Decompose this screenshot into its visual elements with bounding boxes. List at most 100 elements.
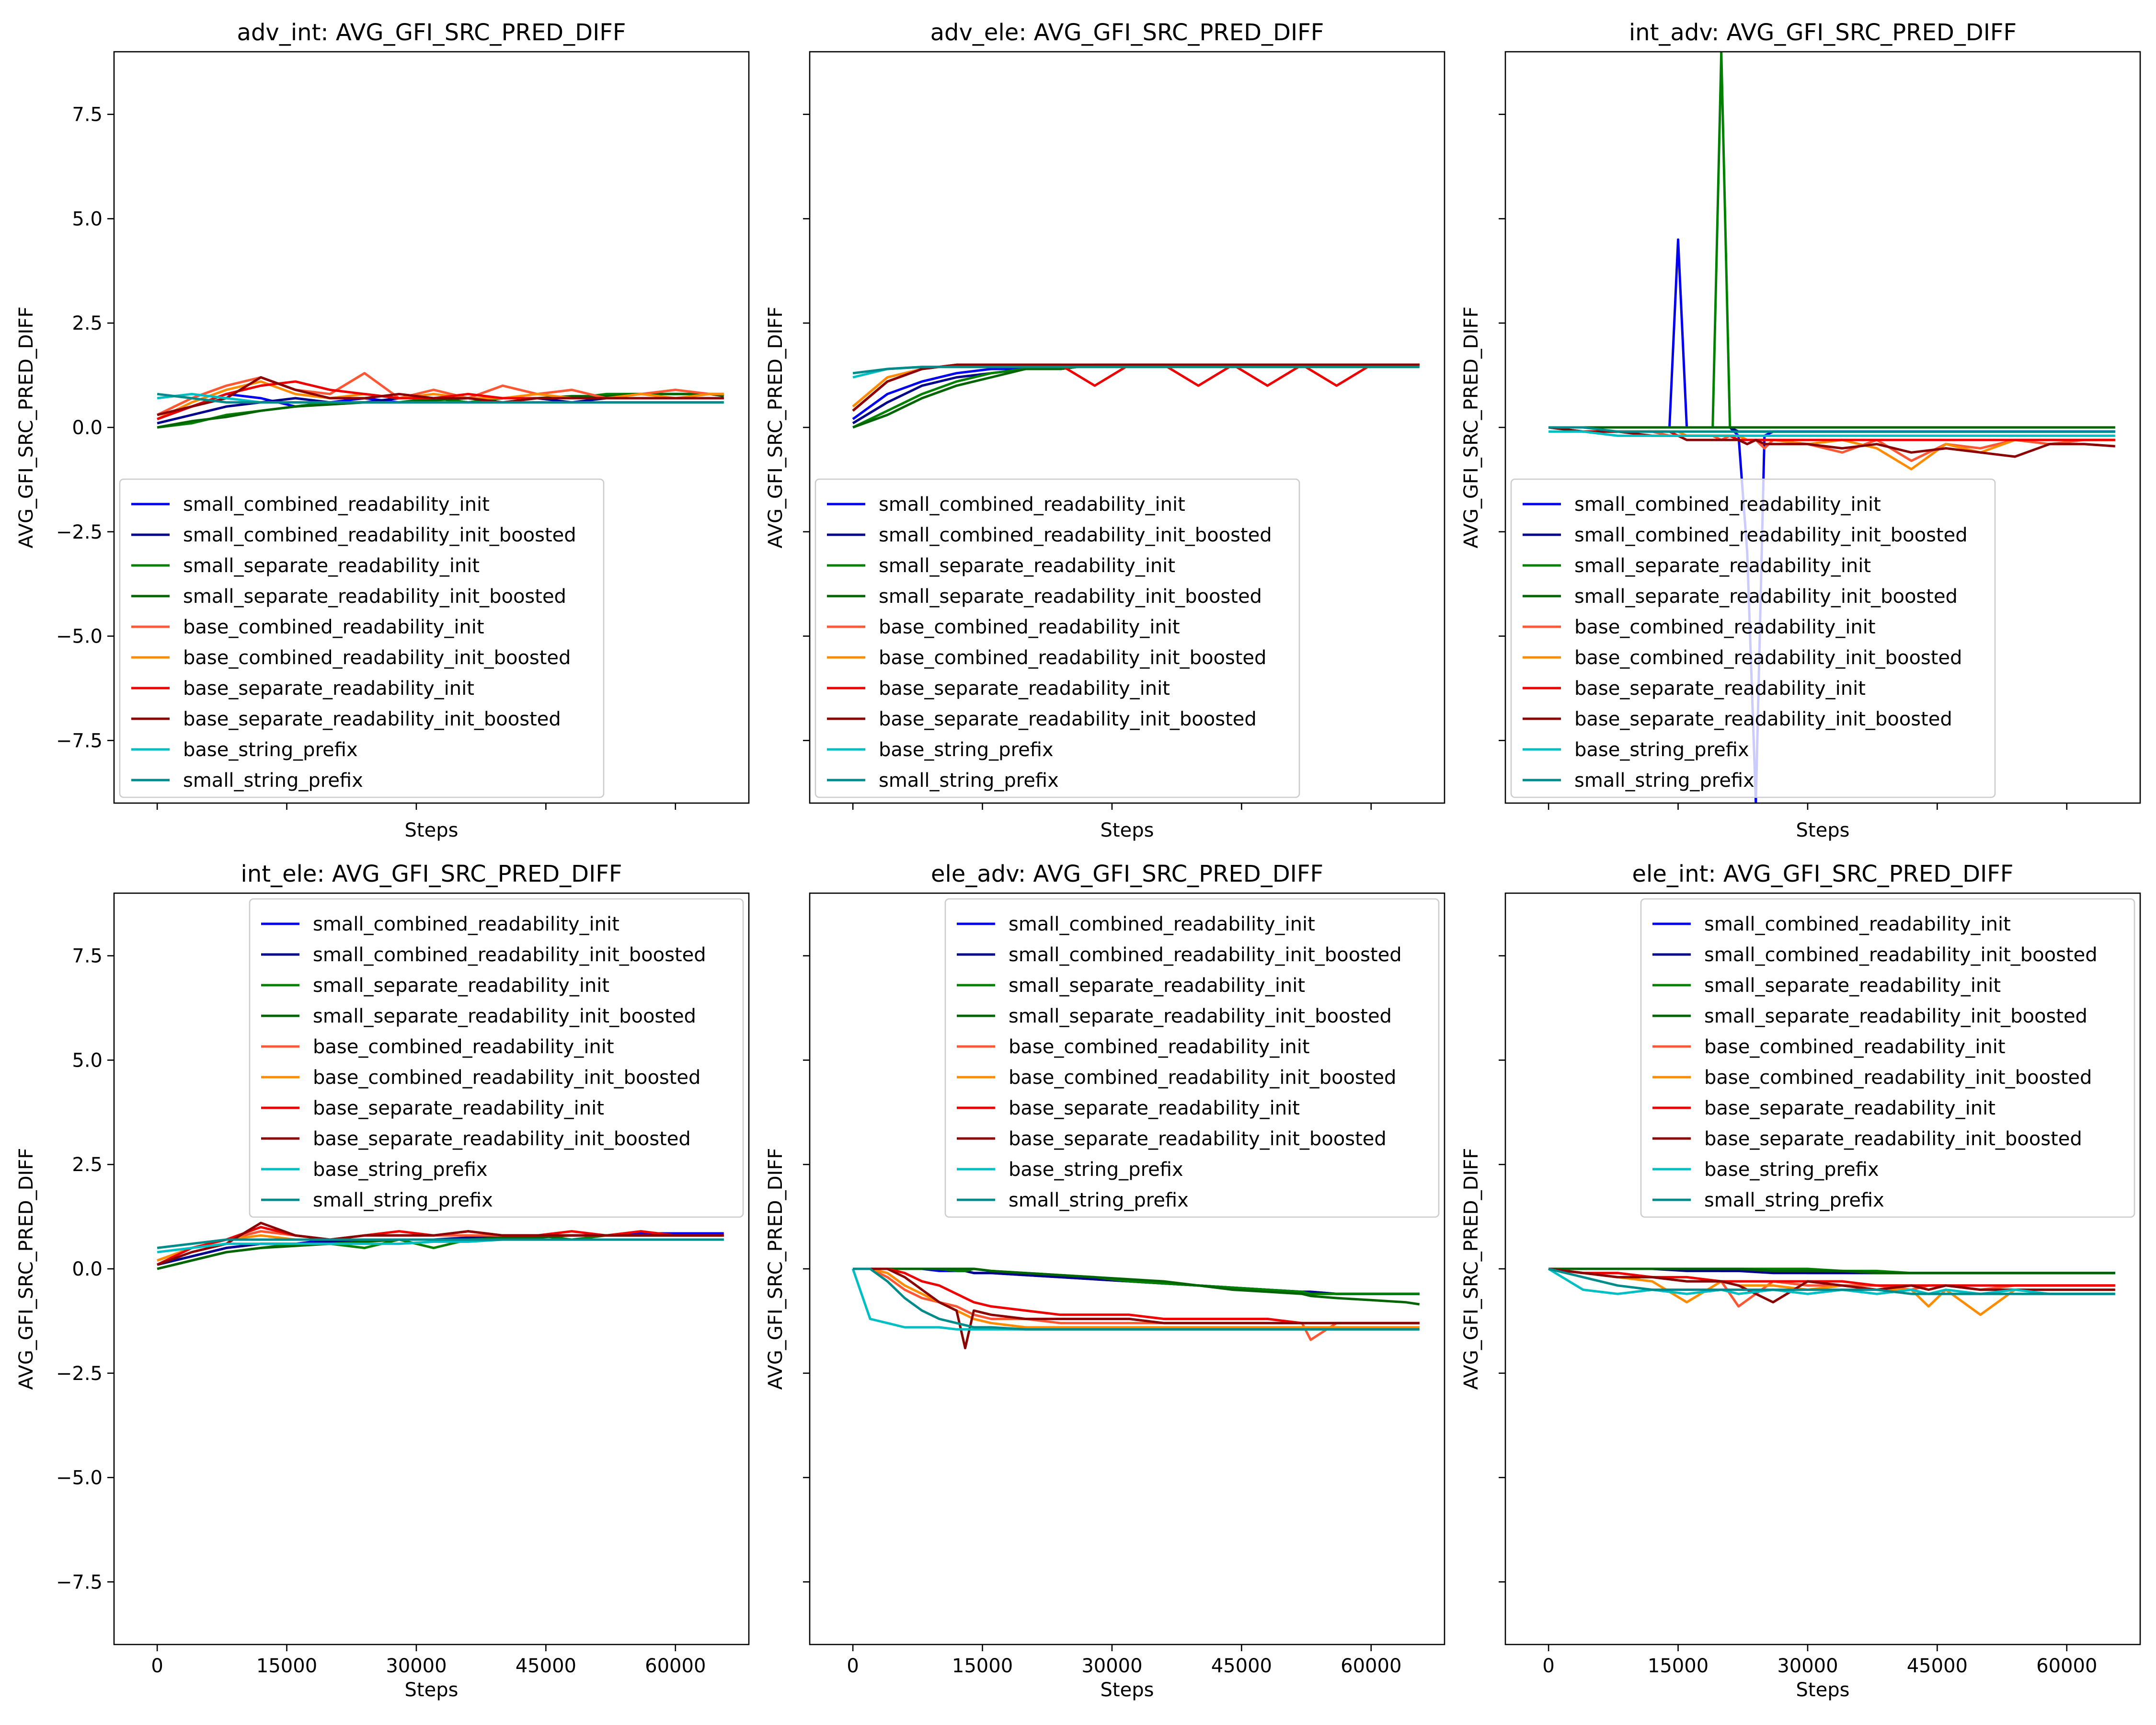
legend-entry-small_combined_readability_init: small_combined_readability_init xyxy=(1574,494,1881,516)
legend-entry-small_separate_readability_init_boosted: small_separate_readability_init_boosted xyxy=(1574,586,1958,608)
legend-entry-base_combined_readability_init_boosted: base_combined_readability_init_boosted xyxy=(1704,1067,2092,1089)
x-axis-label: Steps xyxy=(1796,819,1850,841)
y-tick-label: 0.0 xyxy=(72,417,103,439)
y-tick-label: −7.5 xyxy=(56,1571,103,1593)
legend-entry-small_combined_readability_init: small_combined_readability_init xyxy=(879,494,1185,516)
legend-entry-base_separate_readability_init_boosted: base_separate_readability_init_boosted xyxy=(1009,1128,1387,1150)
series-line-small_string_prefix xyxy=(1548,1267,2115,1295)
series-line-base_combined_readability_init_boosted xyxy=(853,1267,1420,1329)
y-tick-label: 5.0 xyxy=(72,208,103,230)
series-line-base_combined_readability_init xyxy=(853,1267,1420,1341)
legend-entry-base_combined_readability_init: base_combined_readability_init xyxy=(879,616,1180,638)
legend-entry-base_separate_readability_init: base_separate_readability_init xyxy=(183,678,474,700)
legend-entry-small_separate_readability_init: small_separate_readability_init xyxy=(879,555,1175,577)
subplot-2: adv_ele: AVG_GFI_SRC_PRED_DIFF Steps AVG_G… xyxy=(765,19,1445,841)
legend-entry-base_separate_readability_init: base_separate_readability_init xyxy=(1704,1097,1995,1119)
legend-entry-small_combined_readability_init_boosted: small_combined_readability_init_boosted xyxy=(1009,944,1402,966)
legend-entry-small_string_prefix: small_string_prefix xyxy=(1704,1189,1884,1211)
legend-entry-small_string_prefix: small_string_prefix xyxy=(183,770,363,792)
legend-entry-base_combined_readability_init: base_combined_readability_init xyxy=(1704,1036,2006,1058)
y-axis-label: AVG_GFI_SRC_PRED_DIFF xyxy=(1460,307,1482,549)
y-tick-label: 2.5 xyxy=(72,312,103,334)
x-tick-label: 45000 xyxy=(1211,1655,1272,1677)
legend-entry-base_separate_readability_init_boosted: base_separate_readability_init_boosted xyxy=(313,1128,691,1150)
x-tick-label: 0 xyxy=(1542,1655,1554,1677)
legend-entry-small_combined_readability_init_boosted: small_combined_readability_init_boosted xyxy=(1574,524,1968,546)
legend-entry-base_combined_readability_init: base_combined_readability_init xyxy=(183,616,484,638)
y-tick-label: 7.5 xyxy=(72,104,103,126)
legend-entry-base_combined_readability_init_boosted: base_combined_readability_init_boosted xyxy=(879,647,1266,669)
y-axis-label: AVG_GFI_SRC_PRED_DIFF xyxy=(1460,1148,1482,1390)
legend-entry-small_separate_readability_init_boosted: small_separate_readability_init_boosted xyxy=(313,1005,696,1027)
x-tick-label: 15000 xyxy=(1648,1655,1709,1677)
series-line-base_separate_readability_init_boosted xyxy=(157,376,724,416)
plot-area xyxy=(1548,52,2115,803)
legend-entry-base_separate_readability_init_boosted: base_separate_readability_init_boosted xyxy=(183,708,561,730)
legend-entry-base_separate_readability_init: base_separate_readability_init xyxy=(879,678,1170,700)
legend-entry-base_string_prefix: base_string_prefix xyxy=(183,739,358,761)
legend-entry-small_string_prefix: small_string_prefix xyxy=(313,1189,493,1211)
legend-entry-small_combined_readability_init_boosted: small_combined_readability_init_boosted xyxy=(183,524,576,546)
y-tick-label: −5.0 xyxy=(56,1467,103,1489)
legend-entry-small_string_prefix: small_string_prefix xyxy=(1574,770,1755,792)
subplot-4: 0 15000 30000 45000 60000 −7.5 −5.0 −2.5 0.0 2.5 5… xyxy=(15,861,750,1701)
legend-entry-base_string_prefix: base_string_prefix xyxy=(313,1159,488,1181)
x-tick-label: 15000 xyxy=(952,1655,1013,1677)
legend-entry-small_separate_readability_init_boosted: small_separate_readability_init_boosted xyxy=(1009,1005,1392,1027)
legend-entry-small_separate_readability_init: small_separate_readability_init xyxy=(1704,975,2001,997)
legend-entry-base_separate_readability_init_boosted: base_separate_readability_init_boosted xyxy=(879,708,1257,730)
series-line-small_string_prefix xyxy=(157,392,724,404)
legend-entry-base_separate_readability_init_boosted: base_separate_readability_init_boosted xyxy=(1704,1128,2082,1150)
x-tick-label: 30000 xyxy=(386,1655,447,1677)
panel-title: int_adv: AVG_GFI_SRC_PRED_DIFF xyxy=(1629,19,2017,46)
legend-entry-base_string_prefix: base_string_prefix xyxy=(1574,739,1749,761)
panel-title: int_ele: AVG_GFI_SRC_PRED_DIFF xyxy=(241,861,622,887)
plot-area xyxy=(852,363,1420,429)
x-tick-label: 30000 xyxy=(1081,1655,1142,1677)
legend: small_combined_readability_init small_com… xyxy=(1510,478,1996,798)
legend-entry-base_string_prefix: base_string_prefix xyxy=(879,739,1054,761)
series-line-base_string_prefix xyxy=(1548,430,2115,437)
y-tick-label: −2.5 xyxy=(56,1363,103,1385)
legend: small_combined_readability_init small_com… xyxy=(249,898,744,1218)
legend-entry-base_combined_readability_init_boosted: base_combined_readability_init_boosted xyxy=(1009,1067,1396,1089)
y-tick-label: −2.5 xyxy=(56,521,103,543)
x-tick-label: 15000 xyxy=(256,1655,317,1677)
y-tick-label: 0.0 xyxy=(72,1258,103,1280)
y-tick-label: 5.0 xyxy=(72,1049,103,1071)
plot-area xyxy=(851,1267,1420,1349)
x-tick-label: 60000 xyxy=(645,1655,706,1677)
legend-entry-base_combined_readability_init_boosted: base_combined_readability_init_boosted xyxy=(183,647,571,669)
legend-entry-base_combined_readability_init: base_combined_readability_init xyxy=(1574,616,1876,638)
legend-entry-base_separate_readability_init: base_separate_readability_init xyxy=(1009,1097,1300,1119)
legend-entry-small_separate_readability_init_boosted: small_separate_readability_init_boosted xyxy=(183,586,566,608)
series-line-base_combined_readability_init xyxy=(157,372,724,416)
legend-box xyxy=(119,478,605,798)
x-tick-label: 60000 xyxy=(1341,1655,1401,1677)
x-tick-label: 0 xyxy=(151,1655,163,1677)
legend-entry-small_separate_readability_init_boosted: small_separate_readability_init_boosted xyxy=(1704,1005,2087,1027)
legend-entry-small_separate_readability_init: small_separate_readability_init xyxy=(1574,555,1871,577)
panel-title: ele_adv: AVG_GFI_SRC_PRED_DIFF xyxy=(931,861,1323,887)
legend-entry-small_separate_readability_init_boosted: small_separate_readability_init_boosted xyxy=(879,586,1262,608)
panel-title: adv_ele: AVG_GFI_SRC_PRED_DIFF xyxy=(930,19,1324,46)
series-line-small_string_prefix xyxy=(1548,426,2115,433)
legend-box xyxy=(1510,478,1996,798)
y-tick-label: −7.5 xyxy=(56,730,103,752)
legend-box xyxy=(814,478,1300,798)
series-line-small_separate_readability_init_boosted xyxy=(1548,1267,2115,1275)
y-axis-label: AVG_GFI_SRC_PRED_DIFF xyxy=(765,307,787,549)
legend: small_combined_readability_init small_com… xyxy=(814,478,1300,798)
y-axis-label: AVG_GFI_SRC_PRED_DIFF xyxy=(765,1148,787,1390)
subplot-grid: −7.5 −5.0 −2.5 0.0 2.5 5.0 7.5 adv_int: AVG_GFI… xyxy=(15,19,2141,1701)
subplot-5: 0 15000 30000 45000 60000 ele_adv: AVG_GFI_SR… xyxy=(765,861,1445,1701)
legend-entry-small_separate_readability_init: small_separate_readability_init xyxy=(313,975,609,997)
legend-entry-small_combined_readability_init: small_combined_readability_init xyxy=(313,913,619,935)
plot-area xyxy=(1548,1267,2115,1316)
x-tick-label: 60000 xyxy=(2036,1655,2097,1677)
legend-entry-small_separate_readability_init: small_separate_readability_init xyxy=(1009,975,1305,997)
legend-entry-base_combined_readability_init: base_combined_readability_init xyxy=(1009,1036,1310,1058)
legend-box xyxy=(944,898,1440,1218)
legend-entry-base_string_prefix: base_string_prefix xyxy=(1704,1159,1879,1181)
